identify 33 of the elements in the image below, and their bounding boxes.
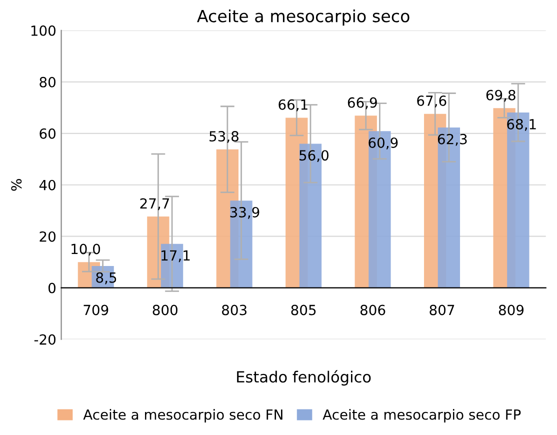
y-tick-label: 0 [48,282,56,294]
legend-label: Aceite a mesocarpio seco FN [83,409,282,422]
data-label: 66,1 [278,99,308,112]
x-tick-label: 809 [498,304,524,316]
data-label: 68,1 [507,118,536,131]
x-tick-label: 805 [291,304,316,316]
data-label: 8,5 [96,272,116,284]
data-label: 60,9 [368,137,398,150]
y-tick-label: 20 [40,231,56,242]
data-label: 62,3 [438,134,467,146]
data-label: 10,0 [72,244,100,256]
legend-label: Aceite a mesocarpio seco FP [322,409,521,422]
y-tick-label: 60 [40,128,56,139]
data-label: 27,7 [140,198,169,210]
y-tick-label: -20 [34,334,56,345]
x-axis-title: Estado fenológico [237,370,371,386]
y-tick-label: 100 [31,25,56,36]
y-axis-title: % [11,179,22,191]
chart-title: Aceite a mesocarpio seco [197,9,410,26]
data-label: 56,0 [300,150,328,162]
data-label: 53,8 [210,131,238,143]
x-tick-label: 803 [222,304,246,316]
x-tick-label: 709 [84,304,108,316]
y-tick-label: 40 [39,180,56,190]
data-label: 17,1 [162,250,190,262]
data-label: 66,9 [348,97,377,110]
data-label: 69,8 [486,90,516,102]
x-tick-label: 807 [430,304,454,316]
x-tick-label: 806 [360,304,386,316]
data-label: 33,9 [230,206,260,219]
data-label: 67,6 [417,95,446,108]
y-tick-label: 80 [40,76,56,88]
x-tick-label: 800 [152,304,178,316]
